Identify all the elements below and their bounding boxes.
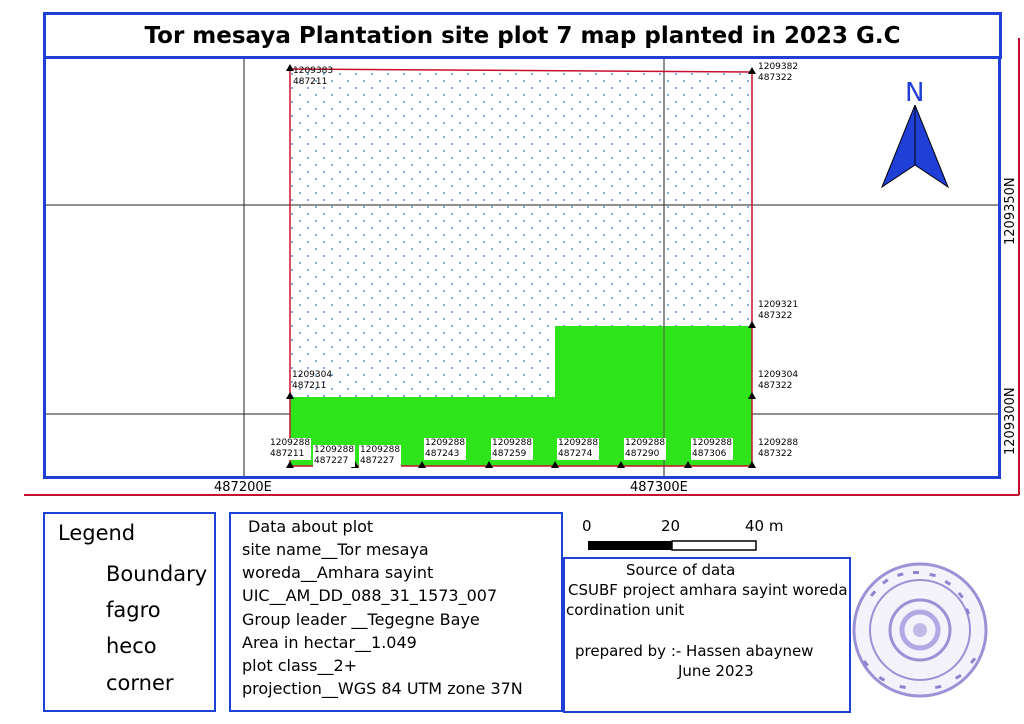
grid-label-y2: 1209300N (1003, 387, 1018, 455)
plot-data-line: site name__Tor mesaya (242, 540, 429, 559)
corner-label: 1209288 487243 (424, 438, 467, 460)
corner-markers (286, 64, 756, 468)
corner-marker (748, 67, 756, 74)
corner-label: 1209382 487322 (758, 62, 799, 83)
legend-label-fagro: fagro (106, 598, 161, 622)
stamp-seal (852, 562, 988, 698)
legend-label-boundary: Boundary (106, 562, 208, 586)
grid-label-x2: 487300E (630, 480, 688, 495)
plot-data-line: woreda__Amhara sayint (242, 563, 434, 583)
corner-marker (286, 64, 294, 71)
corner-label: 1209288 487274 (557, 438, 600, 460)
source-line-2: cordination unit (566, 601, 685, 619)
source-header: Source of data (626, 561, 736, 579)
corner-label: 1209288 487322 (758, 438, 799, 459)
plot-data-line: plot class__2+ (242, 656, 358, 676)
prepared-by: prepared by :- Hassen abaynew (575, 642, 814, 660)
plot-data-header: Data about plot (248, 517, 374, 536)
corner-label: 1209288 487227 (313, 445, 356, 467)
legend-label-corner: corner (106, 671, 174, 695)
corner-label: 1209288 487227 (359, 445, 402, 467)
heco-area (290, 326, 752, 466)
legend-label-heco: heco (106, 634, 157, 658)
map-title-box: Tor mesaya Plantation site plot 7 map pl… (43, 12, 1002, 59)
source-line-1: CSUBF project amhara sayint woreda (568, 581, 848, 599)
corner-label: 1209321 487322 (758, 300, 799, 321)
corner-marker (748, 321, 756, 328)
corner-marker (617, 461, 625, 468)
north-arrow-icon (880, 104, 950, 189)
source-box (563, 557, 851, 713)
plot-data-line: Area in hectar__1.049 (242, 632, 417, 652)
corner-label: 1209288 487211 (269, 438, 312, 460)
prepared-date: June 2023 (678, 662, 754, 680)
corner-marker (748, 392, 756, 399)
corner-marker (286, 392, 294, 399)
corner-label: 1209288 487290 (624, 438, 667, 460)
corner-label: 1209304 487211 (292, 370, 333, 391)
plot-data-box (229, 512, 563, 712)
scale-label-20: 20 (661, 517, 681, 535)
scale-label-0: 0 (582, 517, 592, 535)
fagro-area (290, 69, 752, 397)
corner-marker (485, 461, 493, 468)
north-label: N (905, 78, 925, 108)
plot-data-list: site name__Tor mesaya woreda__Amhara say… (242, 538, 523, 700)
map-title: Tor mesaya Plantation site plot 7 map pl… (144, 22, 901, 49)
corner-marker (684, 461, 692, 468)
grid-label-x1: 487200E (214, 480, 272, 495)
corner-marker (551, 461, 559, 468)
corner-marker (748, 461, 756, 468)
corner-marker (418, 461, 426, 468)
corner-marker (286, 461, 294, 468)
plot-data-line: projection__WGS 84 UTM zone 37N (242, 679, 523, 699)
plot-data-line: UIC__AM_DD_088_31_1573_007 (242, 586, 498, 606)
corner-label: 1209288 487306 (691, 438, 734, 460)
plot-data-line: Group leader __Tegegne Baye (242, 609, 480, 629)
corner-label: 1209288 487259 (491, 438, 534, 460)
scale-bar (588, 540, 757, 551)
corner-label: 1209383 487211 (293, 66, 334, 87)
scale-label-40: 40 m (745, 517, 784, 535)
legend-title: Legend (58, 521, 136, 545)
legend-box (43, 512, 216, 712)
corner-label: 1209304 487322 (758, 370, 799, 391)
grid-label-y1: 1209350N (1003, 177, 1018, 245)
